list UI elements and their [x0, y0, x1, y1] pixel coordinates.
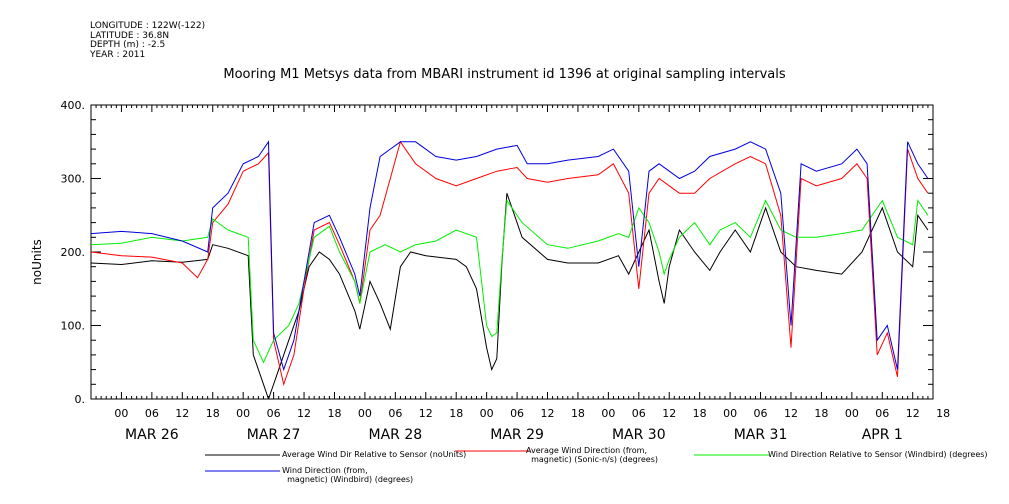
x-day-label: MAR 31 — [734, 427, 788, 443]
x-day-label: MAR 29 — [490, 427, 544, 443]
x-tick-label: 18 — [571, 407, 585, 420]
series-line-1 — [91, 193, 929, 399]
legend-label-s3: Wind Direction Relative to Sensor (Windb… — [768, 450, 988, 459]
x-tick-label: 06 — [632, 407, 646, 420]
x-tick-label: 06 — [267, 407, 281, 420]
series-line-4 — [91, 140, 929, 372]
x-tick-label: 18 — [936, 407, 950, 420]
x-tick-label: 06 — [754, 407, 768, 420]
x-tick-label: 00 — [845, 407, 859, 420]
x-day-label: APR 1 — [862, 427, 903, 443]
x-tick-label: 00 — [114, 407, 128, 420]
x-tick-label: 12 — [906, 407, 920, 420]
y-tick-label: 0. — [75, 393, 86, 406]
x-tick-label: 06 — [145, 407, 159, 420]
x-tick-label: 06 — [388, 407, 402, 420]
year-label: YEAR : 2011 — [90, 49, 146, 60]
x-tick-label: 06 — [510, 407, 524, 420]
legend-label-s1: Average Wind Dir Relative to Sensor (noU… — [282, 450, 467, 459]
x-tick-label: 18 — [327, 407, 341, 420]
x-tick-label: 12 — [175, 407, 189, 420]
legend-label-s2: Average Wind Direction (from, magnetic) … — [526, 446, 658, 464]
x-day-label: MAR 27 — [247, 427, 301, 443]
x-tick-label: 18 — [693, 407, 707, 420]
y-tick-label: 300. — [61, 173, 86, 186]
y-tick-label: 100. — [61, 320, 86, 333]
x-tick-label: 12 — [541, 407, 555, 420]
x-tick-label: 00 — [723, 407, 737, 420]
x-tick-label: 12 — [297, 407, 311, 420]
depth-label: DEPTH (m) : -2.5 — [90, 40, 166, 50]
longitude-label: LONGITUDE : 122W(-122) — [90, 21, 206, 31]
x-day-label: MAR 28 — [369, 427, 423, 443]
x-tick-label: 00 — [358, 407, 372, 420]
x-tick-label: 18 — [206, 407, 220, 420]
plot-frame — [90, 104, 934, 400]
x-tick-label: 00 — [480, 407, 494, 420]
x-tick-label: 18 — [814, 407, 828, 420]
x-tick-label: 00 — [601, 407, 615, 420]
x-tick-label: 12 — [784, 407, 798, 420]
y-tick-label: 200. — [61, 246, 86, 259]
series-line-2 — [91, 140, 929, 387]
metadata-block: LONGITUDE : 122W(-122) LATITUDE : 36.8N … — [90, 21, 206, 60]
x-tick-label: 12 — [662, 407, 676, 420]
legend-label-s4: Wind Direction (from, magnetic) (Windbir… — [282, 466, 414, 484]
x-day-label: MAR 30 — [612, 427, 666, 443]
x-tick-label: 12 — [419, 407, 433, 420]
x-tick-label: 00 — [236, 407, 250, 420]
chart-title: Mooring M1 Metsys data from MBARI instru… — [223, 67, 786, 82]
y-tick-label: 400. — [61, 99, 86, 112]
series-line-3 — [91, 199, 929, 364]
x-tick-label: 18 — [449, 407, 463, 420]
x-day-label: MAR 26 — [125, 427, 179, 443]
x-tick-label: 06 — [875, 407, 889, 420]
latitude-label: LATITUDE : 36.8N — [90, 30, 170, 41]
